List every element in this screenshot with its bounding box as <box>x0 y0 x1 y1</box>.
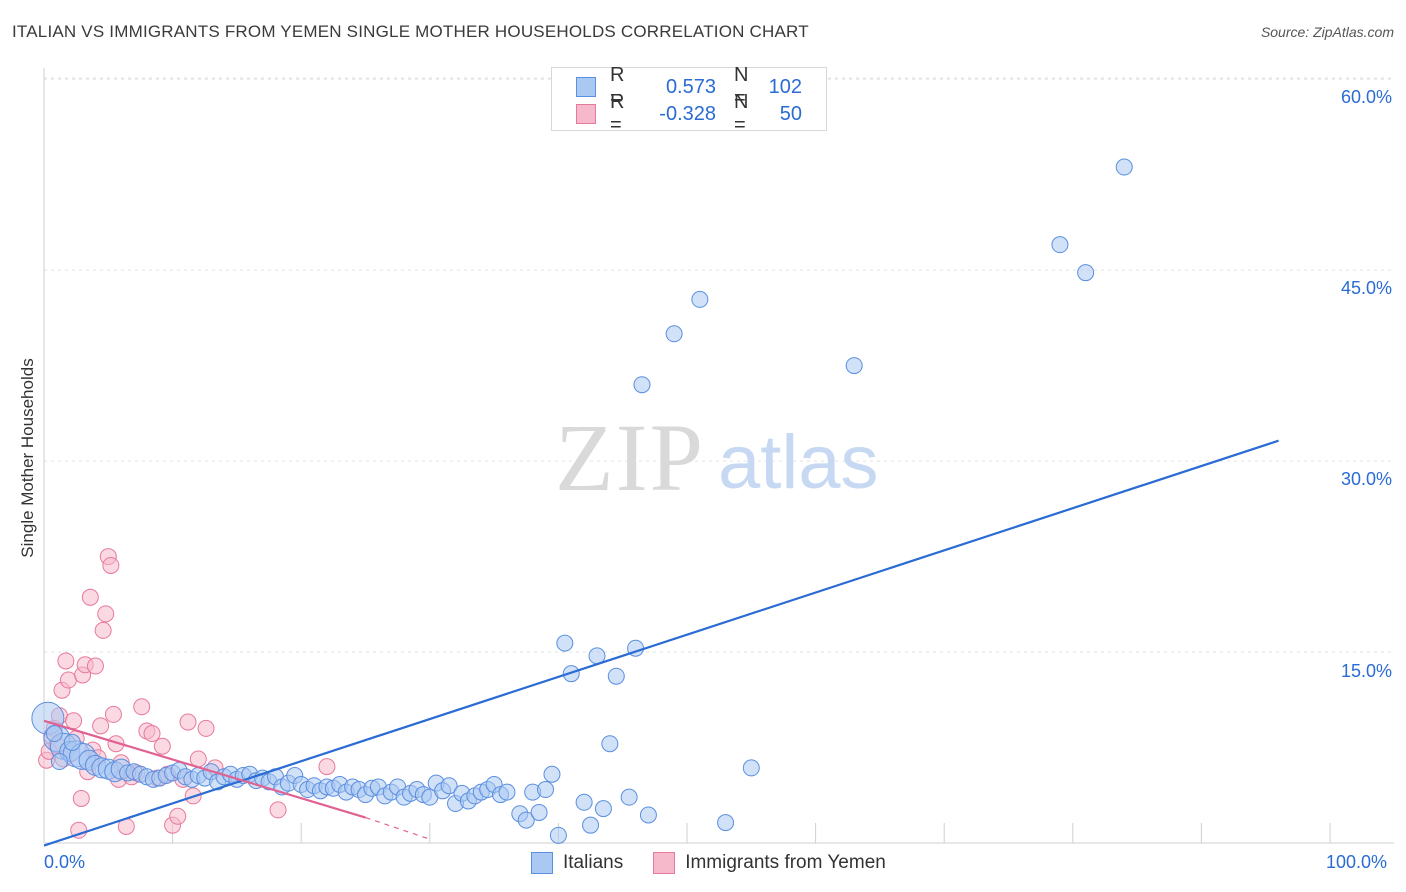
legend-r-value: -0.328 <box>659 102 716 125</box>
data-point[interactable] <box>72 789 90 807</box>
y-tick-label-60: 60.0% <box>1340 87 1392 107</box>
data-point[interactable] <box>440 777 458 795</box>
data-point[interactable] <box>691 290 709 308</box>
data-point[interactable] <box>742 759 760 777</box>
legend-label-italians: Italians <box>563 852 624 873</box>
data-point[interactable] <box>269 801 287 819</box>
data-point[interactable] <box>1051 236 1069 254</box>
trendline-italians <box>43 439 1279 847</box>
legend-item-yemen[interactable]: Immigrants from Yemen <box>653 852 886 874</box>
watermark-atlas: atlas <box>718 420 879 505</box>
data-point[interactable] <box>50 753 68 771</box>
watermark-zip: ZIP <box>555 404 705 511</box>
y-tick-label-30: 30.0% <box>1340 469 1392 489</box>
data-point[interactable] <box>59 671 77 689</box>
data-point[interactable] <box>517 811 535 829</box>
legend-n-value: 50 <box>779 102 802 125</box>
data-point[interactable] <box>107 735 125 753</box>
data-point[interactable] <box>537 781 555 799</box>
legend-row-italians: R = 0.573 N = 102 <box>576 64 802 109</box>
data-point[interactable] <box>549 826 567 844</box>
data-point[interactable] <box>81 588 99 606</box>
chart-title: ITALIAN VS IMMIGRANTS FROM YEMEN SINGLE … <box>12 22 809 41</box>
y-tick-label-15: 15.0% <box>1340 661 1392 681</box>
data-point[interactable] <box>543 765 561 783</box>
stats-legend: R = 0.573 N = 102 R = -0.328 N = 50 <box>551 64 827 136</box>
data-point[interactable] <box>639 806 657 824</box>
data-point[interactable] <box>104 705 122 723</box>
data-point[interactable] <box>665 325 683 343</box>
x-tick-label-0: 0.0% <box>44 852 86 872</box>
data-point[interactable] <box>1115 158 1133 176</box>
trendline-yemen <box>43 719 366 819</box>
data-point[interactable] <box>65 712 83 730</box>
y-axis-label: Single Mother Households <box>18 358 37 558</box>
legend-swatch-italians <box>576 77 596 97</box>
legend-r-value: 0.573 <box>665 75 716 98</box>
legend-swatch-yemen <box>653 852 676 874</box>
data-point[interactable] <box>633 376 651 394</box>
legend-n-label: N = <box>734 91 749 136</box>
data-point[interactable] <box>57 652 75 670</box>
source-label: Source: ZipAtlas.com <box>1260 24 1394 40</box>
legend-swatch-yemen <box>576 104 596 124</box>
data-point[interactable] <box>70 821 88 839</box>
data-point[interactable] <box>620 788 638 806</box>
data-point[interactable] <box>86 657 104 675</box>
data-point[interactable] <box>179 713 197 731</box>
series-legend: Italians Immigrants from Yemen <box>531 852 916 874</box>
data-point[interactable] <box>582 816 600 834</box>
gridlines <box>44 77 1394 653</box>
data-point[interactable] <box>498 783 516 801</box>
data-point[interactable] <box>845 357 863 375</box>
data-point[interactable] <box>530 803 548 821</box>
data-point[interactable] <box>1077 264 1095 282</box>
data-point[interactable] <box>102 556 120 574</box>
data-point[interactable] <box>45 725 63 743</box>
data-point[interactable] <box>92 717 110 735</box>
series-italians-points <box>31 158 1133 844</box>
legend-swatch-italians <box>531 852 553 874</box>
data-point[interactable] <box>63 733 81 751</box>
x-tick-marks <box>43 823 1331 843</box>
data-point[interactable] <box>153 737 171 755</box>
data-point[interactable] <box>197 719 215 737</box>
legend-item-italians[interactable]: Italians <box>531 852 623 874</box>
data-point[interactable] <box>133 698 151 716</box>
trendlines <box>43 439 1279 847</box>
x-tick-label-100: 100.0% <box>1326 852 1388 872</box>
data-point[interactable] <box>97 605 115 623</box>
legend-row-yemen: R = -0.328 N = 50 <box>576 91 802 136</box>
data-point[interactable] <box>143 725 161 743</box>
data-point[interactable] <box>594 800 612 818</box>
y-tick-label-45: 45.0% <box>1340 278 1392 298</box>
data-point[interactable] <box>94 621 112 639</box>
legend-n-value: 102 <box>768 75 802 98</box>
watermark: ZIP atlas <box>555 404 879 511</box>
data-point[interactable] <box>575 793 593 811</box>
legend-label-yemen: Immigrants from Yemen <box>685 852 886 873</box>
data-point[interactable] <box>169 807 187 825</box>
data-point[interactable] <box>318 758 336 776</box>
data-point[interactable] <box>717 814 735 832</box>
legend-r-label: R = <box>610 64 625 109</box>
data-point[interactable] <box>556 634 574 652</box>
legend-n-label: N = <box>734 64 749 109</box>
trendline-yemen-extension <box>365 816 430 840</box>
legend-r-label: R = <box>610 91 625 136</box>
data-point[interactable] <box>601 735 619 753</box>
data-point[interactable] <box>607 667 625 685</box>
